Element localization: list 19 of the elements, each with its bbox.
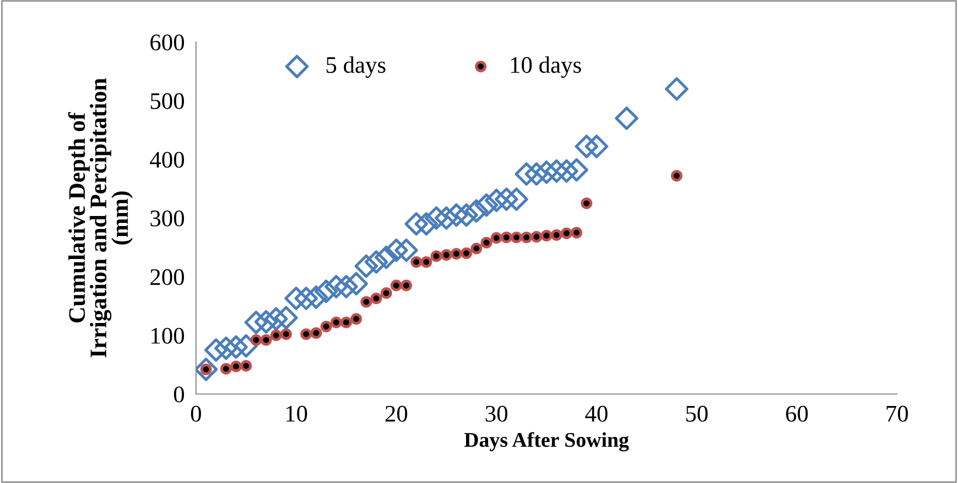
x-tick-label: 70 (886, 406, 908, 422)
y-tick-label: 200 (150, 269, 184, 286)
y-tick-label: 300 (150, 210, 184, 226)
y-tick-label: 600 (150, 34, 184, 50)
legend-label: 5 days (326, 56, 386, 78)
x-axis-title: Days After Sowing (464, 432, 629, 452)
x-tick-label: 0 (190, 406, 202, 422)
legend-label: 10 days (511, 56, 581, 78)
x-tick-label: 10 (286, 406, 308, 422)
x-tick-label: 60 (786, 406, 808, 422)
x-tick-label: 30 (486, 406, 508, 422)
y-tick-label: 500 (150, 93, 184, 110)
y-tick-label: 400 (150, 152, 184, 168)
y-tick-label: 0 (174, 386, 184, 402)
x-tick-label: 20 (386, 406, 408, 422)
x-tick-label: 50 (686, 406, 708, 422)
y-tick-label: 100 (152, 328, 184, 344)
x-tick-label: 40 (585, 406, 608, 422)
y-axis-title: Cumulative Depth of Irrigation and Percipitation (mm) (68, 78, 133, 358)
